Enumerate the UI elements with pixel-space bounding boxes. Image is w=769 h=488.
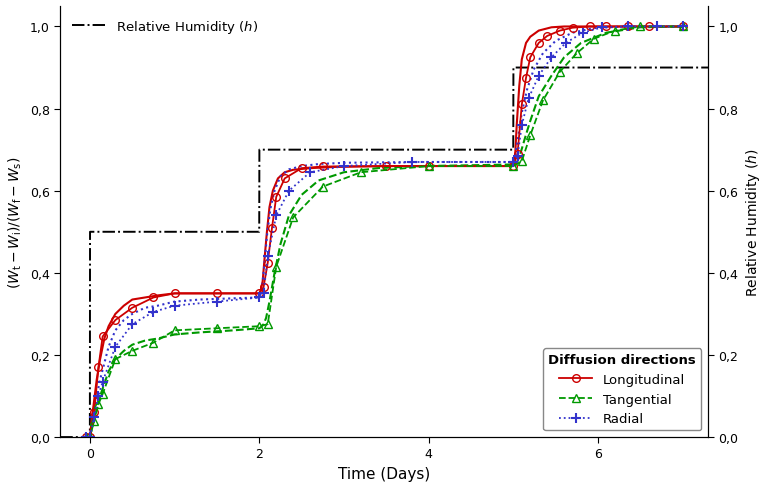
Y-axis label: Relative Humidity $(h)$: Relative Humidity $(h)$ [744,148,762,296]
Legend: Longitudinal, Tangential, Radial: Longitudinal, Tangential, Radial [543,348,701,430]
Y-axis label: $(W_\mathrm{t} - W_\mathrm{i})/(W_\mathrm{f} - W_\mathrm{s})$: $(W_\mathrm{t} - W_\mathrm{i})/(W_\mathr… [7,156,25,288]
X-axis label: Time (Days): Time (Days) [338,466,431,481]
